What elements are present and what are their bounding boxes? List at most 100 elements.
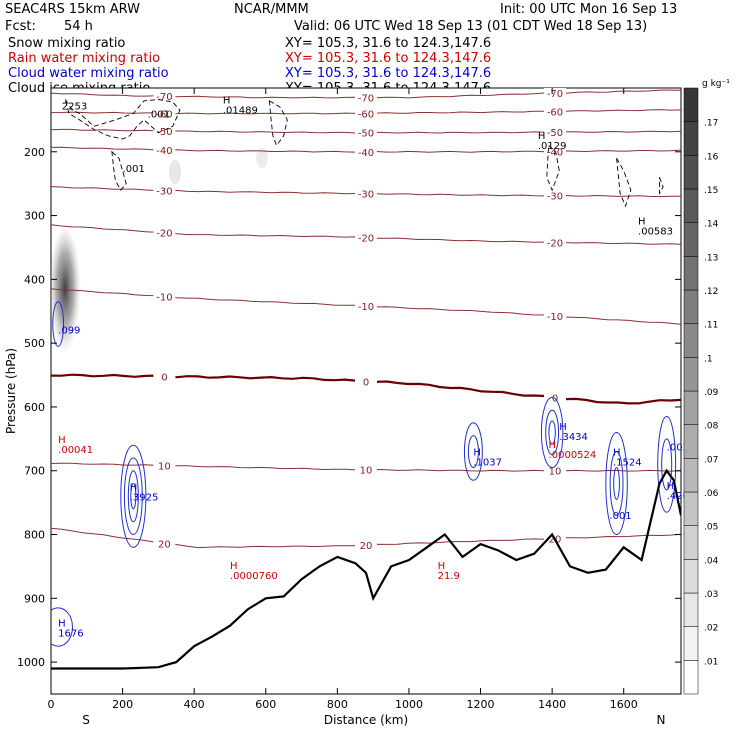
- cloud-water-contour-line: [467, 435, 479, 469]
- extremum-value: .1037: [473, 458, 502, 469]
- cloud-ice-shaded-region: [51, 230, 81, 360]
- contour-label-background: [355, 300, 377, 312]
- south-label: S: [82, 713, 90, 727]
- colorbar-tick-label: .1: [704, 354, 713, 364]
- cloud-water-contour-line: [51, 607, 73, 647]
- contour-label-background: [544, 236, 566, 248]
- temperature-contour-label: -60: [547, 107, 563, 118]
- contour-label-background: [544, 105, 566, 117]
- x-axis-label: Distance (km): [324, 713, 408, 727]
- temperature-contour-label: -30: [358, 190, 374, 201]
- x-tick-label: 800: [327, 698, 348, 711]
- contour-label-background: [355, 375, 377, 387]
- temperature-contour-label: -10: [547, 312, 563, 323]
- y-tick-label: 500: [24, 337, 45, 350]
- cloud-water-contour-line: [540, 396, 564, 469]
- colorbar-swatch: [683, 121, 699, 156]
- colorbar-swatch: [683, 289, 699, 324]
- cloud-water-contour-line: [657, 416, 677, 513]
- colorbar-tick-label: .05: [704, 523, 718, 533]
- contour-label-background: [355, 187, 377, 199]
- colorbar-swatch: [683, 155, 699, 190]
- x-tick-label: 600: [255, 698, 276, 711]
- extremum-value: 2253: [62, 102, 87, 113]
- temperature-contour-label: -30: [547, 192, 563, 203]
- x-tick-label: 400: [184, 698, 205, 711]
- temperature-contour-label: 10: [158, 462, 171, 473]
- contour-label-background: [544, 189, 566, 201]
- extremum-marker: H: [559, 422, 567, 433]
- contour-label-background: [153, 459, 176, 471]
- colorbar-swatch: [683, 660, 699, 695]
- extremum-value: .0129: [538, 141, 567, 152]
- temperature-contour-label: -20: [156, 229, 172, 240]
- cloud-ice-contours: [64, 99, 664, 208]
- extremum-value: 21.9: [438, 571, 460, 582]
- org-name: NCAR/MMM: [234, 2, 309, 17]
- colorbar-swatch: [683, 458, 699, 493]
- contour-label-background: [153, 537, 176, 549]
- extremum-value: .00583: [638, 227, 673, 238]
- extremum-marker: H: [438, 561, 446, 572]
- temperature-contour-label: -10: [156, 293, 172, 304]
- y-tick-label: 1000: [17, 656, 45, 669]
- contour-label-background: [153, 143, 176, 155]
- colorbar-swatch: [683, 424, 699, 459]
- colorbar-tick-label: .08: [704, 422, 719, 432]
- cloud-water-contour-line: [127, 470, 139, 523]
- extremum-value: .1524: [613, 458, 642, 469]
- extremum-value: .0000524: [549, 450, 597, 461]
- colorbar-tick-label: .01: [704, 657, 718, 667]
- contour-label-background: [153, 107, 176, 119]
- temperature-contour-label: -30: [156, 186, 172, 197]
- x-tick-label: 0: [48, 698, 55, 711]
- extremum-marker: H: [613, 448, 621, 459]
- cloud-water-contour-line: [123, 457, 143, 536]
- cloud-ice-contour-line: [64, 99, 181, 140]
- contour-label-background: [153, 90, 176, 102]
- colorbar-swatch: [683, 390, 699, 425]
- contour-label-background: [355, 538, 377, 550]
- colorbar-swatch: [683, 592, 699, 627]
- temperature-contour-label: -40: [547, 147, 563, 158]
- extremum-marker: H: [223, 96, 231, 107]
- colorbar-swatch: [683, 559, 699, 594]
- contour-label-background: [355, 91, 377, 103]
- cloud-ice-shaded-region: [256, 148, 268, 168]
- cloud-ice-contour-line: [268, 99, 288, 147]
- colorbar-tick-label: .17: [704, 119, 718, 129]
- cloud-water-contour-line: [609, 451, 624, 516]
- colorbar-tick-label: .06: [704, 489, 719, 499]
- y-tick-label: 400: [24, 273, 45, 286]
- temperature-contour-label: -40: [358, 148, 374, 159]
- temperature-contour-label: -50: [156, 127, 172, 138]
- y-tick-label: 300: [24, 210, 45, 223]
- cloud-ice-shaded-region: [169, 160, 181, 184]
- contour-label-background: [153, 370, 176, 382]
- temperature-contour-label: 20: [158, 539, 171, 550]
- extremum-value: .001: [667, 442, 689, 453]
- temperature-contour-label: -20: [358, 234, 374, 245]
- colorbar-swatch: [683, 357, 699, 392]
- colorbar-swatch: [683, 525, 699, 560]
- x-tick-label: 200: [112, 698, 133, 711]
- contour-label-background: [355, 463, 377, 475]
- colorbar-tick-label: .09: [704, 388, 719, 398]
- field-name-cloud-water: Cloud water mixing ratio: [8, 66, 169, 81]
- model-name: SEAC4RS 15km ARW: [5, 2, 141, 17]
- temperature-contour-label: -70: [358, 94, 374, 105]
- extremum-value: .001: [148, 109, 170, 120]
- contour-label-background: [355, 126, 377, 138]
- contour-label-background: [355, 231, 377, 243]
- colorbar-unit: g kg⁻¹: [702, 79, 730, 89]
- temperature-contour-label: -70: [547, 89, 563, 100]
- contour-label-background: [355, 145, 377, 157]
- temperature-contour-label: 20: [360, 541, 373, 552]
- field-xy-rain: XY= 105.3, 31.6 to 124.3,147.6: [285, 51, 492, 66]
- field-name-rain: Rain water mixing ratio: [8, 51, 161, 66]
- temperature-contour-label: -20: [547, 238, 563, 249]
- extremum-value: .3925: [130, 493, 159, 504]
- cloud-ice-shading: [51, 148, 268, 360]
